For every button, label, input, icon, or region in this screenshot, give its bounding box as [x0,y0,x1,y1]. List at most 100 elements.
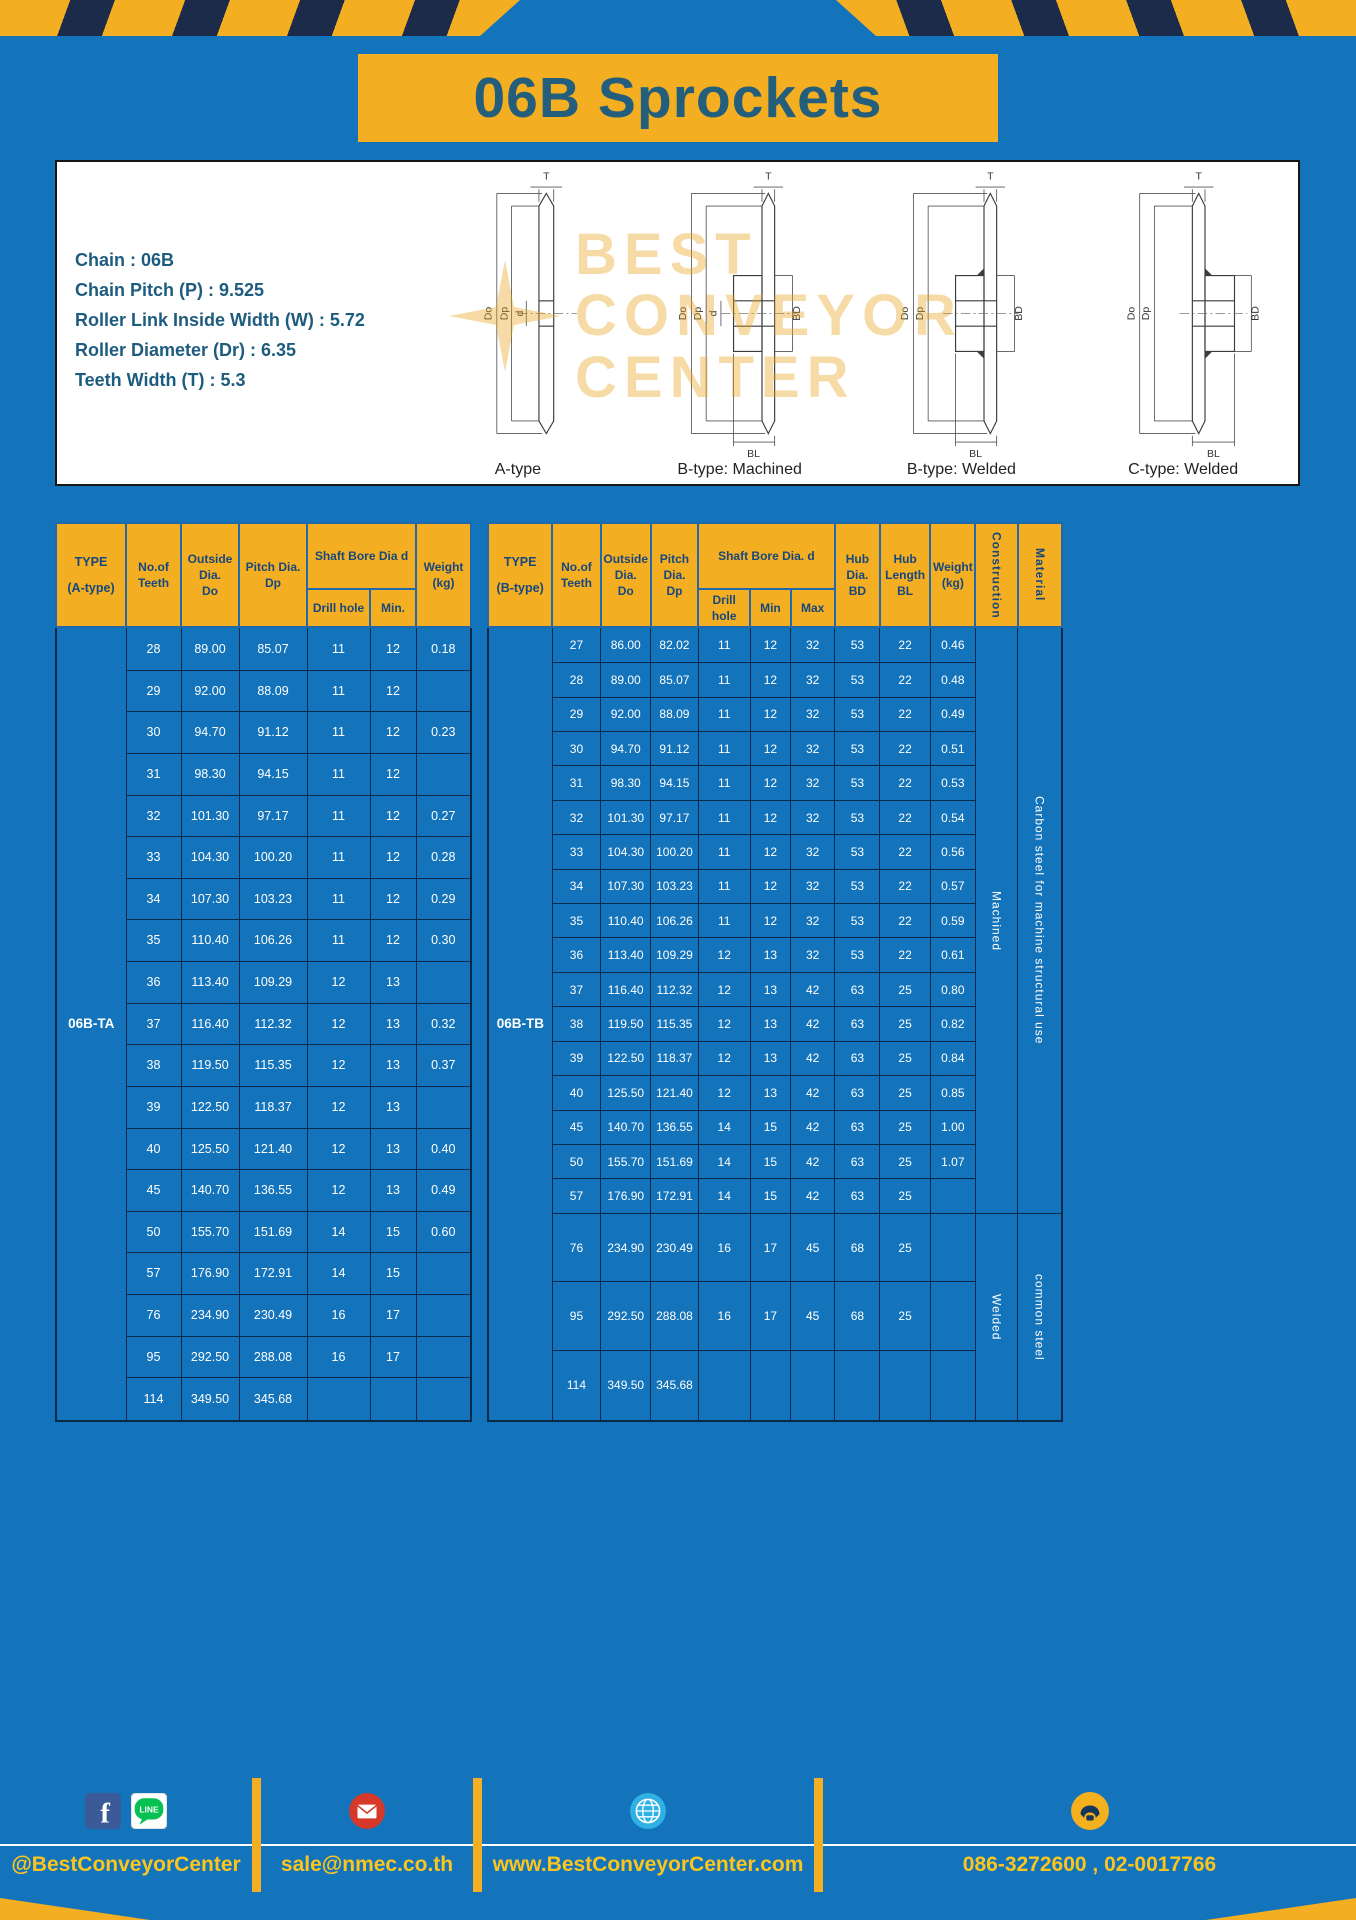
table-cell [929,1178,976,1215]
table-cell: 119.50 [600,1006,652,1042]
col-header-shaft-bore: Shaft Bore Dia. d [697,522,836,590]
table-cell: 0.56 [929,834,976,870]
table-row: 31 98.30 94.15 11 12 [56,752,472,796]
table-row: 06B-TB 27 86.00 82.02 11 12 32 53 22 0.46 Machined… [487,626,1063,1422]
table-cell: 25 [879,1075,931,1111]
table-row: 29 92.00 88.09 11 12 [56,669,472,713]
mail-icon[interactable] [348,1792,386,1830]
svg-text:T: T [543,171,550,183]
footer-separator [252,1778,261,1892]
table-row: 33 104.30 100.20 11 12 0.28 [56,836,472,879]
table-cell: 13 [369,1127,417,1171]
table-cell [834,1349,881,1422]
line-icon[interactable]: LINE [131,1793,167,1829]
table-cell: 32 [790,731,836,767]
table-cell: 94.15 [650,765,699,801]
table-cell [415,1085,472,1129]
table-cell: 12 [369,877,417,921]
table-cell [306,1377,371,1422]
table-cell [415,1294,472,1337]
table-cell: 29 [125,669,182,713]
footer: f LINE @BestConveyorCenter sale [0,1778,1356,1920]
phone-numbers[interactable]: 086-3272600 , 02-0017766 [962,1853,1217,1876]
table-cell: 17 [369,1335,417,1379]
table-row: 40 125.50 121.40 12 13 42 63 25 0.85 [488,1075,1062,1111]
facebook-icon[interactable]: f [85,1793,121,1829]
table-cell: 12 [749,765,792,801]
table-cell: 16 [306,1335,371,1379]
col-header-hub-length: Hub Length BL [878,522,932,628]
table-cell [415,1377,472,1422]
table-cell: 0.60 [415,1210,472,1254]
caption-a-type: A-type [494,461,541,478]
table-cell: 68 [834,1281,881,1351]
social-handle-link[interactable]: @BestConveyorCenter [11,1853,241,1876]
table-cell: 32 [790,696,836,733]
table-cell: 103.23 [238,877,308,921]
website-link[interactable]: www.BestConveyorCenter.com [492,1853,804,1876]
table-cell: 22 [879,903,931,939]
table-cell: 25 [879,971,931,1008]
table-cell: 12 [306,961,371,1004]
spec-roller-width: Roller Link Inside Width (W) : 5.72 [75,310,365,330]
col-header-min: Min. [368,588,418,628]
table-cell: 45 [790,1281,836,1351]
table-cell: 121.40 [650,1075,699,1111]
svg-text:Do: Do [1126,307,1138,321]
table-cell: 113.40 [180,961,240,1004]
footer-website-section: www.BestConveyorCenter.com [482,1778,814,1920]
table-cell: 0.82 [929,1006,976,1042]
table-cell: 0.23 [415,711,472,754]
phone-icon[interactable] [1070,1791,1110,1831]
table-cell: 25 [879,1109,931,1145]
table-cell: 57 [125,1252,182,1296]
globe-icon[interactable] [629,1792,667,1830]
type-cell: 06B-TA [55,626,127,1422]
table-cell: 0.61 [929,937,976,973]
table-cell: 38 [551,1006,602,1042]
table-cell: 15 [369,1210,417,1254]
table-cell: 37 [551,971,602,1008]
col-header-shaft-bore: Shaft Bore Dia d [305,522,418,590]
table-cell: 35 [125,919,182,963]
table-cell: 34 [551,868,602,905]
table-cell: 109.29 [650,937,699,973]
footer-social-section: f LINE @BestConveyorCenter [0,1778,252,1920]
col-header-construction: Construction [974,522,1019,628]
table-cell: 25 [879,1213,931,1283]
table-cell: 114 [125,1377,182,1422]
table-cell: 32 [790,903,836,939]
table-cell: 63 [834,1040,881,1077]
table-cell: 0.32 [415,1002,472,1046]
svg-text:BD: BD [791,306,803,321]
table-cell: 11 [697,662,751,698]
chain-specs: Chain : 06B Chain Pitch (P) : 9.525 Roll… [75,250,365,391]
table-cell: 292.50 [180,1335,240,1379]
svg-text:BD: BD [1012,306,1024,321]
email-link[interactable]: sale@nmec.co.th [280,1853,454,1876]
table-cell: 32 [125,794,182,838]
svg-text:LINE: LINE [139,1805,159,1815]
table-cell: 98.30 [600,765,652,801]
technical-drawings: T Do Dp d A-type [407,166,1294,482]
table-cell: 42 [790,1109,836,1145]
table-cell: 230.49 [650,1213,699,1283]
table-cell: 121.40 [238,1127,308,1171]
table-row: 38 119.50 115.35 12 13 42 63 25 0.82 [488,1006,1062,1042]
table-cell: 13 [749,1075,792,1111]
col-header-outside-dia: Outside Dia. Do [180,522,240,628]
table-cell [697,1349,751,1422]
table-cell: 12 [306,1044,371,1087]
col-header-drill-hole: Drill hole [306,588,371,628]
caption-c-type-welded: C-type: Welded [1128,461,1239,478]
table-row: 45 140.70 136.55 12 13 0.49 [56,1169,472,1212]
table-cell: 11 [306,836,371,879]
table-cell: 104.30 [180,836,240,879]
drawing-b-type-machined: T Do Dp d [629,166,851,482]
table-cell: 94.15 [238,752,308,796]
table-cell [929,1213,976,1283]
table-cell: 13 [749,1006,792,1042]
table-cell: 349.50 [180,1377,240,1422]
table-cell: 53 [834,937,881,973]
